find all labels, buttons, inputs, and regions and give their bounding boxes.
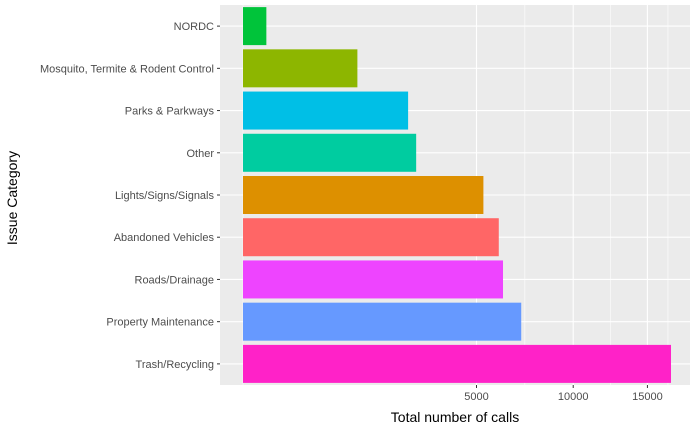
y-tick-label: Lights/Signs/Signals [115,190,215,202]
y-tick-label: Roads/Drainage [135,274,215,286]
bar [243,49,358,88]
y-tick-label: Abandoned Vehicles [114,232,215,244]
y-tick-label: NORDC [174,21,214,33]
bar [243,260,504,299]
x-axis: 5000 10000 15000 [464,385,663,403]
bar [243,7,267,46]
y-tick-label: Property Maintenance [106,317,214,329]
bar [243,302,522,341]
y-tick-label: Trash/Recycling [136,359,214,371]
y-tick-label: Other [186,148,214,160]
y-axis: Trash/Recycling Property Maintenance Roads… [40,21,220,371]
y-tick-label: Mosquito, Termite & Rodent Control [40,63,214,75]
bar [243,218,499,257]
x-tick-label: 10000 [558,391,589,403]
bar [243,344,672,383]
bars [243,7,672,383]
y-tick-label: Parks & Parkways [125,106,215,118]
x-tick-label: 15000 [632,391,663,403]
bar [243,133,417,172]
bar [243,91,409,130]
bar [243,176,484,214]
y-axis-title: Issue Category [4,151,20,245]
x-axis-title: Total number of calls [391,409,519,425]
x-tick-label: 5000 [464,391,488,403]
